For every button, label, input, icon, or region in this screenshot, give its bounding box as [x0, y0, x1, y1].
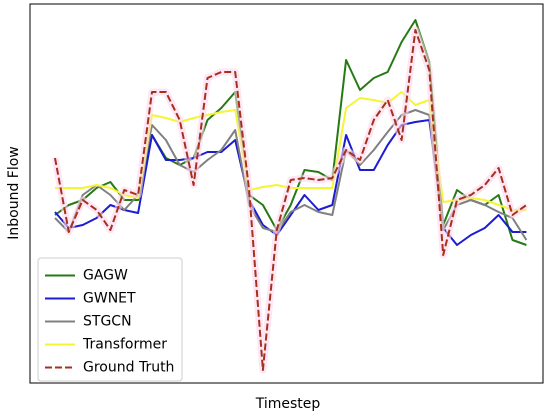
series-line	[54, 109, 528, 241]
series-line	[54, 29, 527, 371]
legend-label: STGCN	[83, 314, 132, 330]
legend: GAGW GWNET STGCN Transformer Ground Truth	[37, 257, 183, 382]
legend-label: GWNET	[83, 291, 136, 307]
legend-label: Transformer	[82, 337, 167, 353]
y-axis-label: Inbound Flow	[6, 146, 22, 240]
lines	[51, 19, 529, 374]
legend-label: GAGW	[83, 268, 128, 284]
legend-label: Ground Truth	[83, 360, 174, 376]
plot-frame	[29, 3, 544, 384]
legend-box	[37, 257, 183, 382]
x-axis-label: Timestep	[255, 396, 321, 412]
